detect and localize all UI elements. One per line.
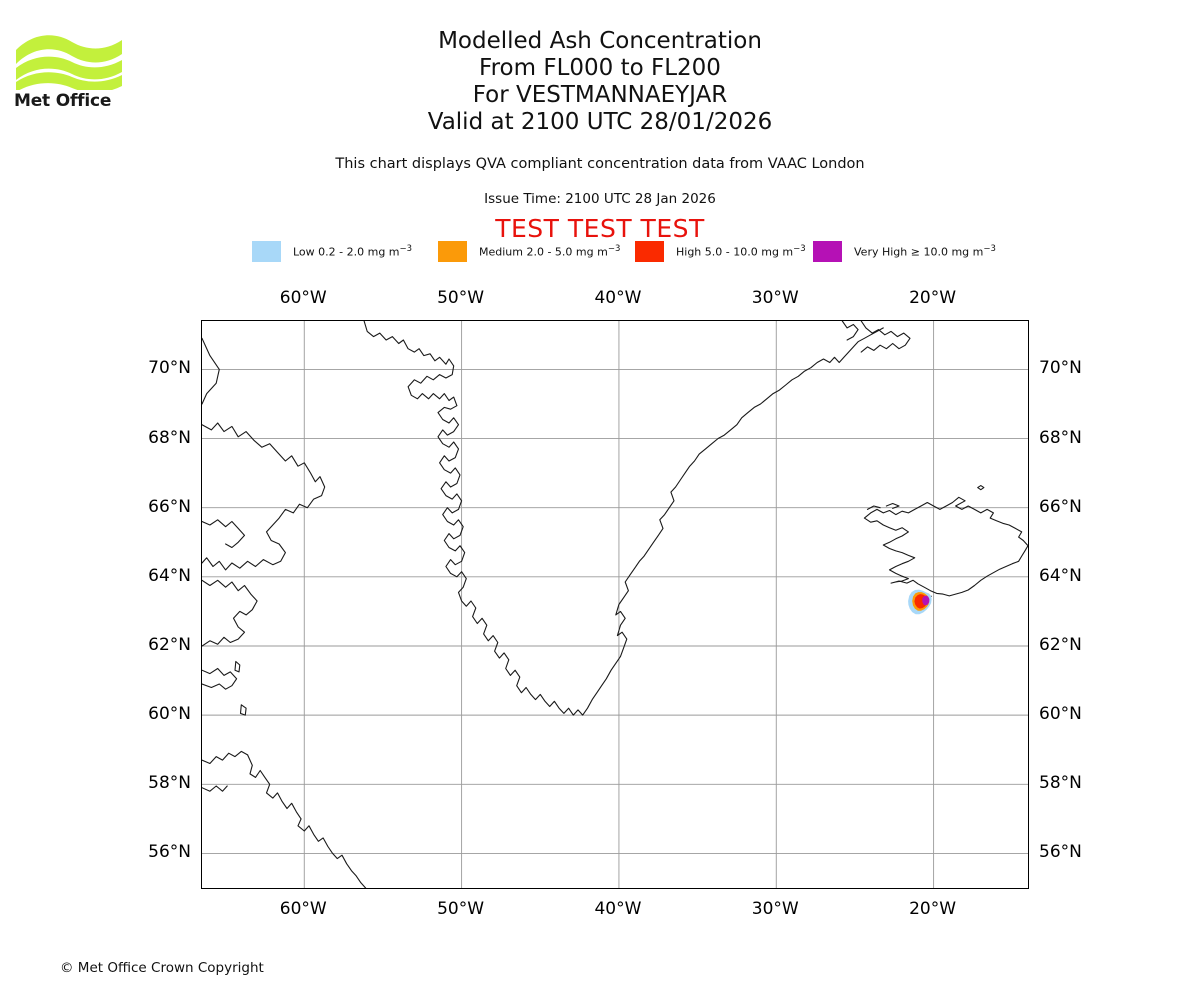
legend-item-0: Low 0.2 - 2.0 mg m−3 [252,240,412,262]
lat-tick-left-6: 68°N [148,427,191,448]
coastline-path [202,519,246,549]
legend-label-1: Medium 2.0 - 5.0 mg m−3 [479,243,621,259]
coastline-path [863,496,1028,597]
lat-tick-left-3: 62°N [148,634,191,655]
lon-tick-bottom-4: 20°W [909,899,957,919]
lat-tick-right-2: 60°N [1039,704,1082,725]
volcano-name: For VESTMANNAEYJAR [472,82,728,108]
lat-tick-left-1: 58°N [148,773,191,794]
map-canvas [202,321,1028,888]
copyright-notice: © Met Office Crown Copyright [60,960,264,976]
legend-swatch-0 [252,240,281,262]
legend-item-2: High 5.0 - 10.0 mg m−3 [635,240,806,262]
legend-label-2: High 5.0 - 10.0 mg m−3 [676,243,806,259]
title-block: Modelled Ash Concentration From FL000 to… [0,28,1200,136]
lat-tick-right-7: 70°N [1039,358,1082,379]
lon-tick-top-4: 20°W [909,288,957,308]
legend-swatch-1 [438,240,467,262]
test-banner: TEST TEST TEST [495,214,705,243]
logo-text: Met Office [14,91,112,111]
lat-tick-left-4: 64°N [148,565,191,586]
lat-tick-right-1: 58°N [1039,773,1082,794]
lat-tick-right-5: 66°N [1039,496,1082,517]
legend-swatch-3 [813,240,842,262]
lat-tick-left-0: 56°N [148,842,191,863]
coastline-path [202,750,249,765]
coastline-path [202,667,238,690]
legend-swatch-2 [635,240,664,262]
coastline-path [202,422,326,571]
coastline-path [202,785,228,792]
coastline-path [247,754,367,888]
lon-tick-top-0: 60°W [279,288,327,308]
page-title: Modelled Ash Concentration [438,28,762,54]
coastline-path [866,505,881,510]
lat-tick-right-3: 62°N [1039,634,1082,655]
flight-level-range: From FL000 to FL200 [479,55,721,81]
coastline-path [202,337,220,405]
lon-tick-bottom-0: 60°W [279,899,327,919]
ash-contour-very-high [922,595,930,606]
lon-tick-top-3: 30°W [751,288,799,308]
concentration-legend: Low 0.2 - 2.0 mg m−3 Medium 2.0 - 5.0 mg … [252,240,996,264]
issue-time: Issue Time: 2100 UTC 28 Jan 2026 [484,191,716,207]
coastline-path [202,579,258,647]
coastline-path [860,321,911,353]
legend-label-3: Very High ≥ 10.0 mg m−3 [854,243,996,259]
logo-waves-icon [16,35,122,90]
coastline-path [841,321,859,341]
ash-plume-contours [908,589,932,615]
map-coastlines [202,321,1028,888]
lat-tick-right-4: 64°N [1039,565,1082,586]
legend-item-3: Very High ≥ 10.0 mg m−3 [813,240,996,262]
lat-tick-right-6: 68°N [1039,427,1082,448]
lat-tick-left-5: 66°N [148,496,191,517]
legend-item-1: Medium 2.0 - 5.0 mg m−3 [438,240,620,262]
lat-tick-left-2: 60°N [148,704,191,725]
lon-tick-bottom-3: 30°W [751,899,799,919]
lat-tick-left-7: 70°N [148,358,191,379]
lon-tick-bottom-2: 40°W [594,899,642,919]
coastline-path [885,502,900,509]
map-gridlines [202,321,1028,888]
qva-note: This chart displays QVA compliant concen… [335,156,865,172]
coastline-path [977,485,985,491]
met-office-logo: Met Office [14,28,134,113]
lon-tick-top-2: 40°W [594,288,642,308]
lon-tick-top-1: 50°W [437,288,485,308]
valid-time: Valid at 2100 UTC 28/01/2026 [427,109,773,135]
map-plot-area [201,320,1029,889]
coastline-path [363,321,884,716]
coastline-path [234,660,241,673]
legend-label-0: Low 0.2 - 2.0 mg m−3 [293,243,413,259]
coastline-path [239,704,247,716]
lat-tick-right-0: 56°N [1039,842,1082,863]
lon-tick-bottom-1: 50°W [437,899,485,919]
